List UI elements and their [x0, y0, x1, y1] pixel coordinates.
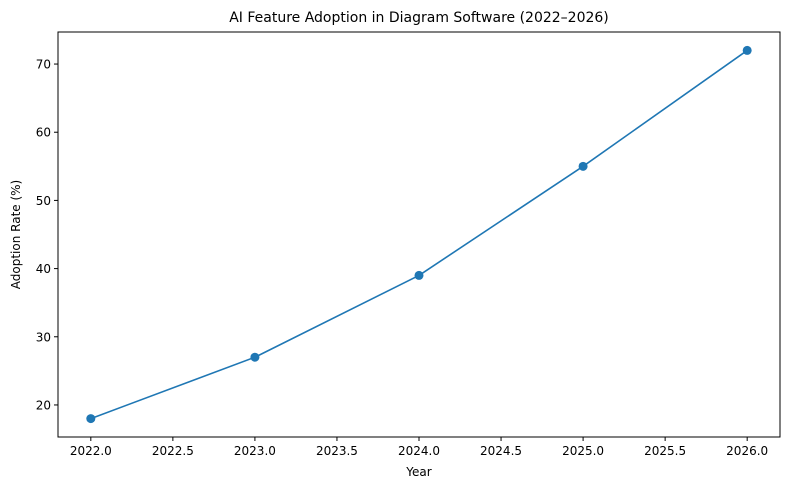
data-point-marker: [86, 414, 96, 424]
x-tick-label: 2022.0: [70, 444, 112, 458]
y-tick-label: 50: [36, 194, 51, 208]
x-axis-ticks: 2022.0 2022.5 2023.0 2023.5 2024.0 2024.5 2025…: [70, 437, 768, 458]
y-tick-label: 20: [36, 398, 51, 412]
y-tick-label: 30: [36, 330, 51, 344]
x-tick-label: 2024.5: [480, 444, 522, 458]
series-line: [90, 49, 748, 420]
data-point-marker: [742, 45, 752, 55]
x-tick-label: 2025.5: [644, 444, 686, 458]
y-tick-label: 40: [36, 262, 51, 276]
y-tick-label: 60: [36, 126, 51, 140]
data-point-marker: [414, 270, 424, 280]
chart-title: AI Feature Adoption in Diagram Software …: [229, 10, 609, 26]
data-point-marker: [250, 352, 260, 362]
x-tick-label: 2022.5: [152, 444, 194, 458]
x-tick-label: 2025.0: [562, 444, 604, 458]
x-axis-label: Year: [405, 465, 431, 479]
x-tick-label: 2023.5: [316, 444, 358, 458]
y-axis-ticks: 20 30 40 50 60 70: [36, 58, 58, 412]
y-axis-label: Adoption Rate (%): [9, 180, 23, 289]
data-point-marker: [578, 161, 588, 171]
y-tick-label: 70: [36, 58, 51, 72]
plot-series: [86, 45, 752, 424]
x-tick-label: 2023.0: [234, 444, 276, 458]
x-tick-label: 2024.0: [398, 444, 440, 458]
x-tick-label: 2026.0: [726, 444, 768, 458]
axes-frame: [57, 31, 781, 438]
